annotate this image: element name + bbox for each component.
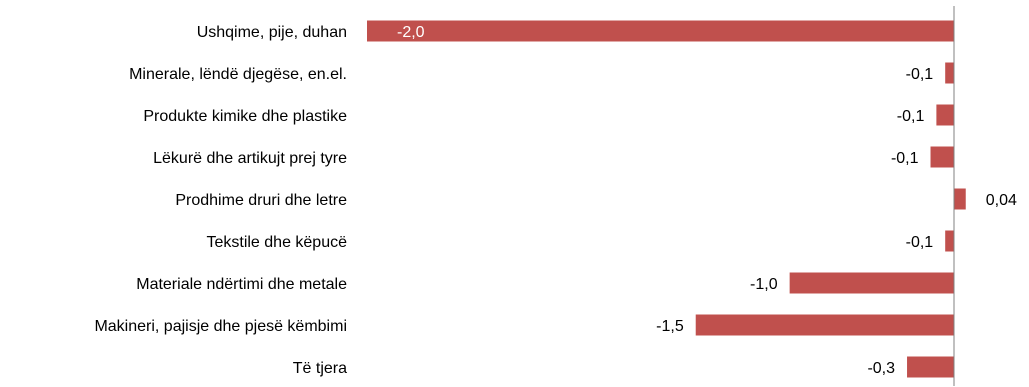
- data-label-0: -2,0: [397, 24, 425, 41]
- data-label-7: -1,5: [656, 318, 684, 335]
- data-label-4: 0,04: [986, 192, 1017, 209]
- category-label-1: Minerale, lëndë djegëse, en.el.: [129, 66, 347, 83]
- category-label-3: Lëkurë dhe artikujt prej tyre: [153, 150, 347, 167]
- category-label-5: Tekstile dhe këpucë: [206, 234, 347, 251]
- category-label-6: Materiale ndërtimi dhe metale: [136, 276, 347, 293]
- bar-0: [367, 20, 954, 42]
- bars-layer: [367, 20, 966, 378]
- bar-7: [695, 314, 954, 336]
- bar-4: [954, 188, 966, 210]
- data-label-5: -0,1: [906, 234, 934, 251]
- data-label-6: -1,0: [750, 276, 778, 293]
- bar-5: [945, 230, 954, 252]
- data-label-2: -0,1: [897, 108, 925, 125]
- bar-1: [945, 62, 954, 84]
- bar-3: [930, 146, 954, 168]
- bar-6: [789, 272, 954, 294]
- category-label-0: Ushqime, pije, duhan: [197, 24, 347, 41]
- labels-layer: Ushqime, pije, duhan -2,0 Minerale, lëndë …: [94, 24, 1017, 377]
- category-label-4: Prodhime druri dhe letre: [175, 192, 347, 209]
- bar-8: [907, 356, 954, 378]
- category-label-7: Makineri, pajisje dhe pjesë këmbimi: [94, 318, 347, 335]
- category-label-2: Produkte kimike dhe plastike: [143, 108, 347, 125]
- data-label-3: -0,1: [891, 150, 919, 167]
- bar-2: [936, 104, 954, 126]
- data-label-1: -0,1: [906, 66, 934, 83]
- data-label-8: -0,3: [867, 360, 895, 377]
- category-label-8: Të tjera: [293, 360, 347, 377]
